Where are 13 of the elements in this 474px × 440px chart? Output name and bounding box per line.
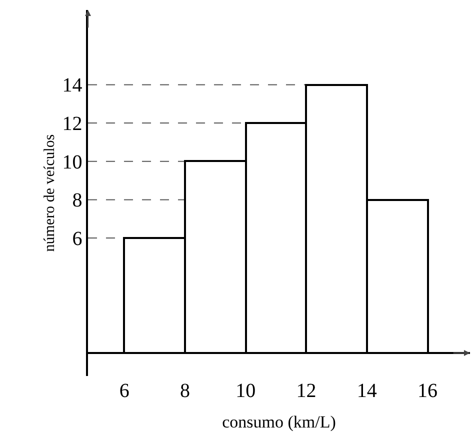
y-tick-label: 14	[62, 74, 82, 97]
x-tick-label: 10	[236, 380, 256, 402]
x-tick-label: 16	[418, 380, 438, 402]
y-axis-title: número de veículos	[42, 134, 58, 252]
y-tick-label: 8	[72, 190, 82, 212]
y-tick-label: 12	[62, 113, 82, 136]
y-tick-label: 10	[62, 151, 82, 174]
x-tick-label: 8	[180, 380, 190, 402]
x-tick-label: 14	[356, 380, 377, 402]
x-axis-title: consumo (km/L)	[222, 412, 336, 432]
x-tick-label: 6	[119, 380, 130, 402]
x-tick-label: 12	[296, 380, 316, 402]
y-tick-label: 6	[72, 228, 82, 250]
